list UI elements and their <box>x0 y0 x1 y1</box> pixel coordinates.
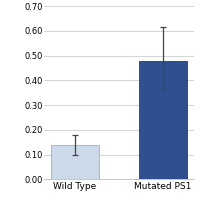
Bar <box>51 145 99 179</box>
Bar <box>139 61 187 179</box>
